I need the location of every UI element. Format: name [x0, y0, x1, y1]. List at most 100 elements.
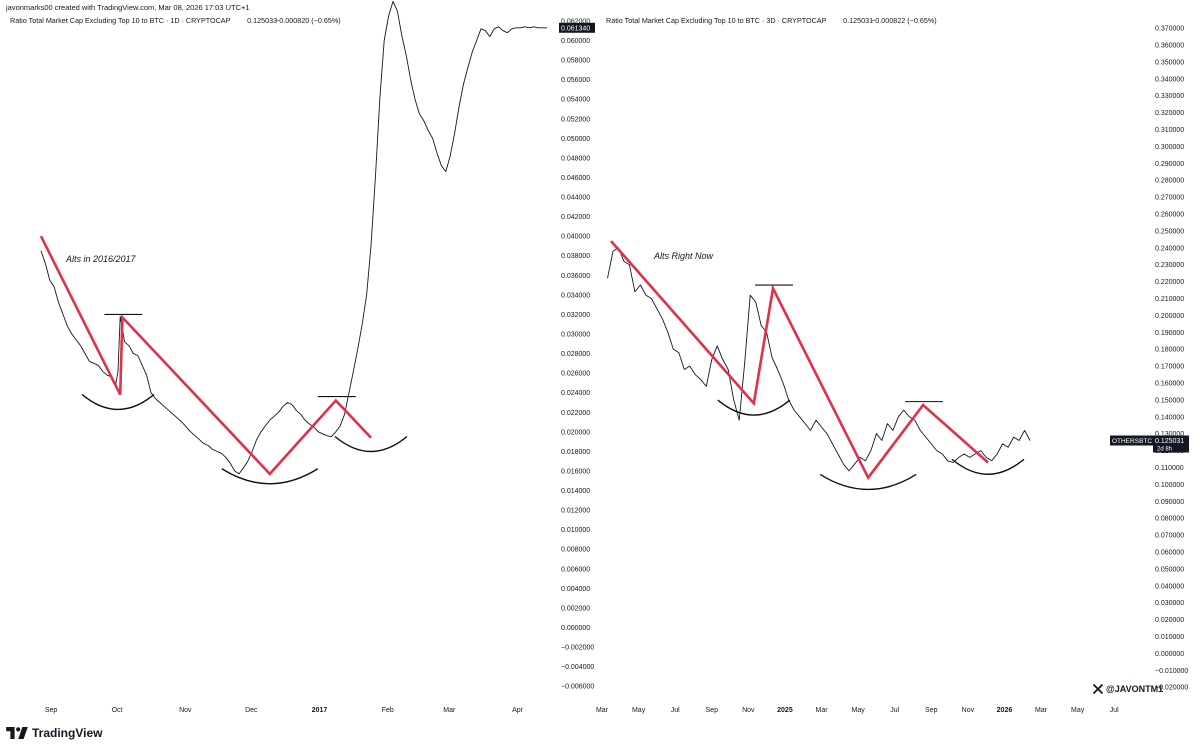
left-price-change: −0.000820 (−0.65%)	[275, 16, 341, 25]
left-x-tick-label: Oct	[112, 707, 123, 714]
left-y-tick-label: 0.018000	[561, 449, 590, 456]
left-y-tick-label: −0.006000	[561, 684, 594, 691]
x-handle-label: @JAVONTM1	[1106, 684, 1164, 694]
left-y-tick-label: 0.028000	[561, 351, 590, 358]
right-x-tick-label: Jul	[1110, 707, 1119, 714]
left-y-tick-label: 0.040000	[561, 234, 590, 241]
right-y-tick-label: 0.050000	[1155, 566, 1184, 573]
tradingview-branding[interactable]: TradingView	[6, 726, 102, 740]
left-y-tick-label: −0.002000	[561, 645, 594, 652]
left-y-tick-label: 0.050000	[561, 136, 590, 143]
right-y-tick-label: 0.140000	[1155, 414, 1184, 421]
right-x-tick-label: Jul	[890, 707, 899, 714]
right-bar-countdown: 2d 8h	[1157, 447, 1172, 453]
left-y-tick-label: 0.062000	[561, 18, 590, 25]
right-price-series-line	[607, 247, 1031, 472]
right-price-value: 0.125031	[843, 16, 873, 25]
right-y-tick-label: 0.350000	[1155, 59, 1184, 66]
right-x-tick-label: 2026	[997, 707, 1013, 714]
right-x-tick-label: Mar	[815, 707, 828, 714]
right-y-tick-label: 0.170000	[1155, 364, 1184, 371]
left-last-price-tag-bg	[559, 22, 595, 33]
right-y-tick-label: 0.160000	[1155, 381, 1184, 388]
right-y-tick-label: 0.300000	[1155, 144, 1184, 151]
right-y-tick-label: 0.230000	[1155, 262, 1184, 269]
left-y-tick-label: 0.034000	[561, 292, 590, 299]
right-y-tick-label: 0.070000	[1155, 533, 1184, 540]
right-y-tick-label: 0.040000	[1155, 583, 1184, 590]
right-x-tick-label: Jul	[671, 707, 680, 714]
left-y-tick-label: 0.026000	[561, 371, 590, 378]
right-x-tick-label: Mar	[596, 707, 609, 714]
right-y-tick-label: 0.110000	[1155, 465, 1184, 472]
left-x-tick-label: Apr	[512, 707, 524, 714]
right-symbol-tag: OTHERSBTC	[1112, 438, 1152, 445]
right-last-price-tag: 0.125031	[1155, 438, 1184, 445]
right-y-tick-label: 0.220000	[1155, 279, 1184, 286]
left-y-tick-label: 0.016000	[561, 468, 590, 475]
left-y-tick-label: 0.060000	[561, 38, 590, 45]
right-y-tick-label: 0.090000	[1155, 499, 1184, 506]
right-x-tick-label: Nov	[962, 707, 975, 714]
right-y-tick-label: 0.290000	[1155, 161, 1184, 168]
left-x-tick-label: Nov	[179, 707, 192, 714]
left-x-tick-label: 2017	[312, 707, 328, 714]
left-y-tick-label: 0.056000	[561, 77, 590, 84]
right-y-tick-label: 0.130000	[1155, 431, 1184, 438]
left-y-tick-label: 0.000000	[561, 625, 590, 632]
left-y-tick-label: 0.024000	[561, 390, 590, 397]
left-y-tick-label: 0.004000	[561, 586, 590, 593]
right-y-tick-label: 0.250000	[1155, 228, 1184, 235]
right-y-tick-label: 0.210000	[1155, 296, 1184, 303]
left-x-tick-label: Mar	[443, 707, 456, 714]
x-logo-icon	[1093, 684, 1103, 694]
right-chart-title: Ratio Total Market Cap Excluding Top 10 …	[606, 16, 827, 25]
right-y-tick-label: 0.270000	[1155, 195, 1184, 202]
left-y-tick-label: 0.046000	[561, 175, 590, 182]
left-y-tick-label: 0.048000	[561, 155, 590, 162]
left-base-arc	[221, 468, 319, 485]
left-y-tick-label: 0.052000	[561, 116, 590, 123]
right-y-tick-label: −0.010000	[1155, 668, 1188, 675]
left-y-tick-label: 0.014000	[561, 488, 590, 495]
right-y-tick-label: 0.360000	[1155, 43, 1184, 50]
left-base-arc	[81, 393, 155, 411]
right-y-tick-label: 0.000000	[1155, 651, 1184, 658]
left-y-tick-label: 0.006000	[561, 566, 590, 573]
right-y-tick-label: 0.190000	[1155, 330, 1184, 337]
tradingview-logo-icon	[6, 727, 28, 739]
left-chart-title: Ratio Total Market Cap Excluding Top 10 …	[10, 16, 231, 25]
left-annotation-label: Alts in 2016/2017	[65, 254, 137, 264]
right-x-tick-label: May	[632, 707, 646, 714]
right-y-tick-label: −0.020000	[1155, 685, 1188, 692]
left-y-tick-label: 0.022000	[561, 410, 590, 417]
right-y-tick-label: 0.240000	[1155, 245, 1184, 252]
right-x-tick-label: Mar	[1035, 707, 1048, 714]
left-y-tick-label: 0.002000	[561, 605, 590, 612]
right-x-tick-label: May	[851, 707, 865, 714]
right-y-tick-label: 0.280000	[1155, 178, 1184, 185]
left-base-arc	[334, 435, 408, 453]
right-base-arc	[819, 473, 917, 491]
author-credit: javonmarks00 created with TradingView.co…	[6, 3, 250, 12]
right-y-tick-label: 0.010000	[1155, 634, 1184, 641]
left-y-tick-label: 0.058000	[561, 58, 590, 65]
left-y-tick-label: 0.032000	[561, 312, 590, 319]
left-x-tick-label: Sep	[45, 707, 58, 714]
left-price-value: 0.125033	[247, 16, 277, 25]
right-y-tick-label: 0.260000	[1155, 212, 1184, 219]
right-base-arc	[717, 399, 791, 416]
left-x-tick-label: Dec	[245, 707, 258, 714]
left-y-tick-label: 0.008000	[561, 547, 590, 554]
right-y-tick-label: 0.020000	[1155, 617, 1184, 624]
left-last-price-tag: 0.061340	[561, 25, 590, 32]
right-x-tick-label: May	[1071, 707, 1085, 714]
left-y-tick-label: 0.042000	[561, 214, 590, 221]
right-y-tick-label: 0.150000	[1155, 397, 1184, 404]
right-y-tick-label: 0.180000	[1155, 347, 1184, 354]
right-y-tick-label: 0.200000	[1155, 313, 1184, 320]
left-y-tick-label: 0.036000	[561, 273, 590, 280]
x-author-handle[interactable]: @JAVONTM1	[1093, 684, 1163, 694]
left-y-tick-label: 0.044000	[561, 195, 590, 202]
